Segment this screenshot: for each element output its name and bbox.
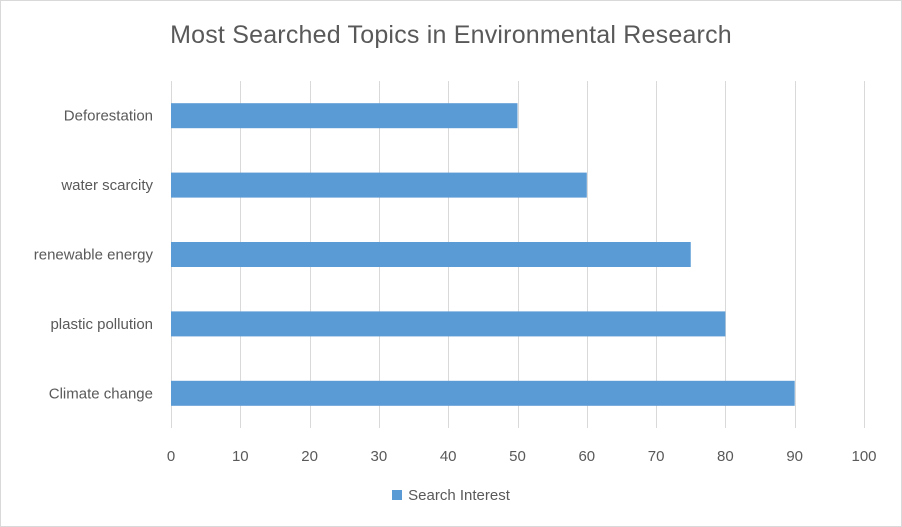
x-tick-label: 10 bbox=[232, 448, 249, 465]
bar bbox=[171, 172, 587, 198]
category-label: Deforestation bbox=[64, 108, 153, 125]
bar bbox=[171, 311, 726, 337]
x-tick-label: 50 bbox=[509, 448, 526, 465]
category-label: water scarcity bbox=[60, 177, 153, 194]
legend-swatch bbox=[392, 490, 403, 500]
legend: Search Interest bbox=[1, 487, 901, 504]
category-label: renewable energy bbox=[34, 247, 154, 264]
chart-title: Most Searched Topics in Environmental Re… bbox=[170, 21, 732, 49]
bar bbox=[171, 103, 518, 129]
x-tick-label: 100 bbox=[851, 448, 876, 465]
category-label: Climate change bbox=[49, 385, 153, 402]
category-labels: Deforestation water scarcity renewable ene… bbox=[34, 108, 154, 403]
x-tick-label: 30 bbox=[371, 448, 388, 465]
category-label: plastic pollution bbox=[50, 316, 153, 333]
x-tick-label: 60 bbox=[578, 448, 595, 465]
x-tick-label: 0 bbox=[167, 448, 175, 465]
x-tick-label: 70 bbox=[648, 448, 665, 465]
bar bbox=[171, 380, 795, 406]
x-tick-label: 80 bbox=[717, 448, 734, 465]
legend-label: Search Interest bbox=[408, 487, 510, 504]
x-tick-label: 90 bbox=[786, 448, 803, 465]
x-tick-labels: 0 10 20 30 40 50 60 70 80 90 100 bbox=[167, 448, 877, 465]
x-tick-label: 20 bbox=[301, 448, 318, 465]
bar bbox=[171, 242, 691, 267]
bar-group bbox=[171, 103, 795, 406]
x-tick-label: 40 bbox=[440, 448, 457, 465]
